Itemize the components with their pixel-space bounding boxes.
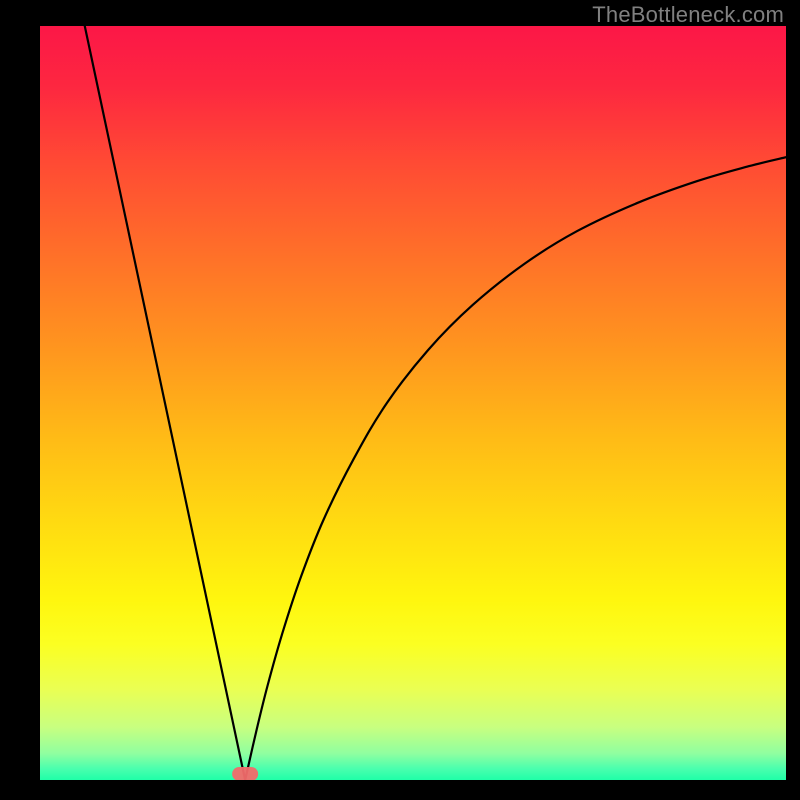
plot-area (40, 26, 786, 780)
curve-layer (40, 26, 786, 780)
bottleneck-curve (85, 26, 786, 780)
watermark-text: TheBottleneck.com (592, 2, 784, 28)
minimum-marker (232, 767, 258, 780)
